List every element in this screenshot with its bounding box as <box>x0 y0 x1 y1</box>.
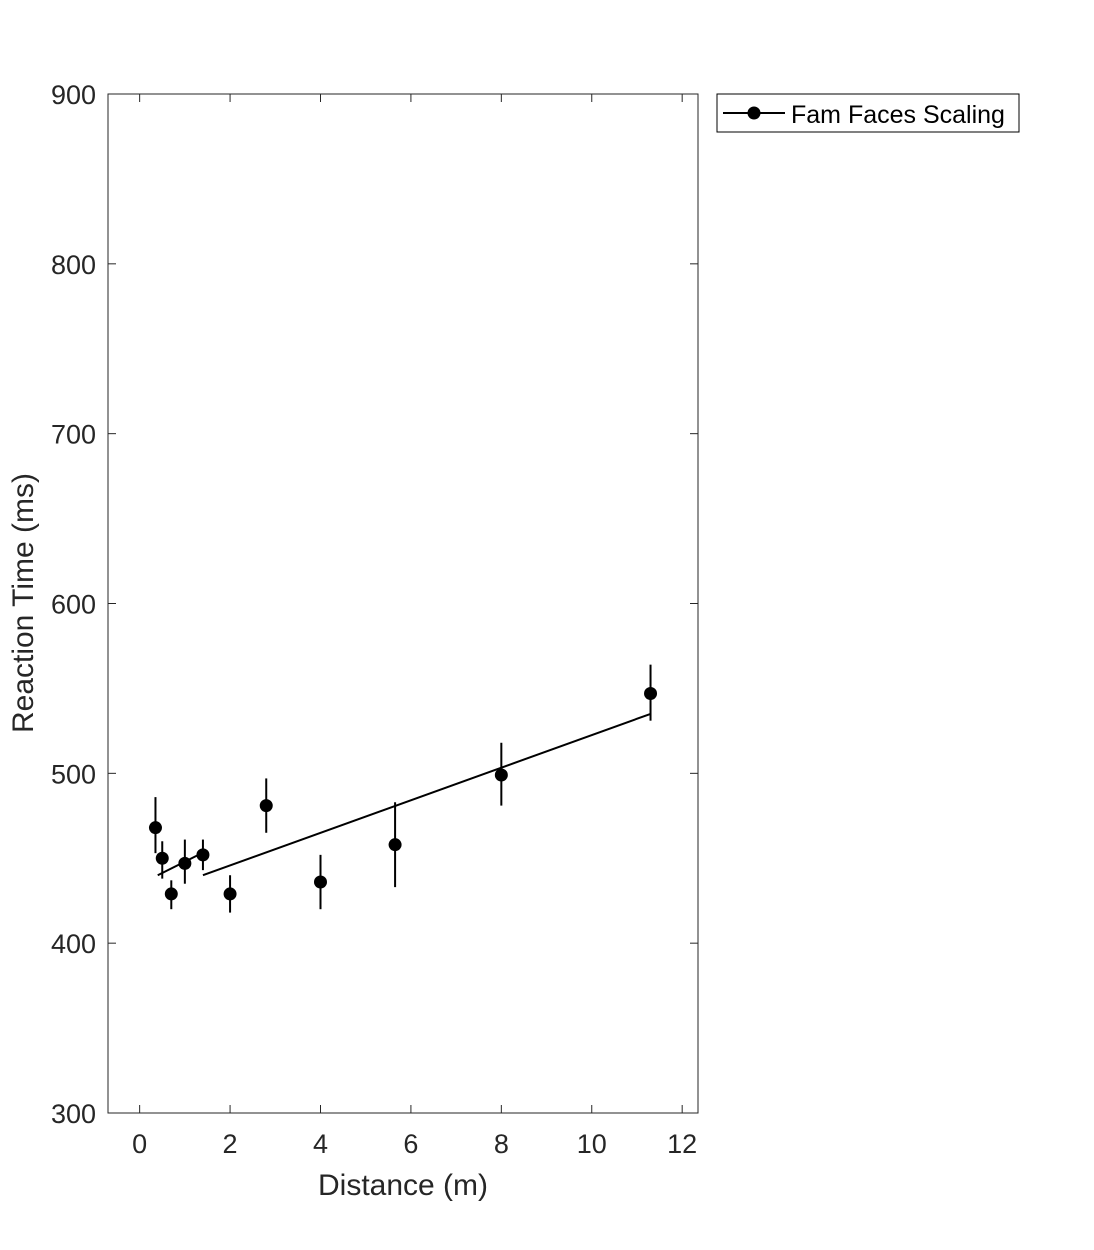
x-tick-label: 2 <box>223 1129 238 1159</box>
x-tick-label: 8 <box>494 1129 509 1159</box>
plot-area <box>107 93 699 1114</box>
x-axis-title: Distance (m) <box>318 1169 488 1202</box>
legend: Fam Faces Scaling <box>716 93 1020 133</box>
legend-marker-sample <box>747 106 761 120</box>
fit-lines <box>157 712 651 877</box>
y-tick-label: 800 <box>51 250 96 280</box>
y-tick-label: 600 <box>51 590 96 620</box>
data-point <box>644 687 658 701</box>
data-points <box>148 687 658 901</box>
data-point <box>164 887 178 901</box>
data-point <box>494 768 508 782</box>
data-point <box>155 851 169 865</box>
data-point <box>196 848 210 862</box>
x-tick-label: 4 <box>313 1129 328 1159</box>
axis-ticks: 0 2 4 6 8 10 12 300 400 500 600 700 800 900 <box>51 80 698 1159</box>
y-tick-label: 900 <box>51 80 96 110</box>
fit-line <box>157 853 199 877</box>
data-point <box>223 887 237 901</box>
fit-line <box>202 712 651 877</box>
y-tick-label: 400 <box>51 929 96 959</box>
x-tick-label: 0 <box>132 1129 147 1159</box>
x-tick-label: 10 <box>577 1129 607 1159</box>
legend-label: Fam Faces Scaling <box>791 101 1005 129</box>
y-axis-title: Reaction Time (ms) <box>7 473 40 733</box>
x-tick-label: 6 <box>403 1129 418 1159</box>
y-tick-label: 300 <box>51 1099 96 1129</box>
y-tick-label: 700 <box>51 420 96 450</box>
y-tick-label: 500 <box>51 759 96 789</box>
data-point <box>148 821 162 835</box>
data-point <box>178 856 192 870</box>
x-tick-label: 12 <box>667 1129 697 1159</box>
data-point <box>313 875 327 889</box>
data-point <box>259 799 273 813</box>
data-point <box>388 838 402 852</box>
